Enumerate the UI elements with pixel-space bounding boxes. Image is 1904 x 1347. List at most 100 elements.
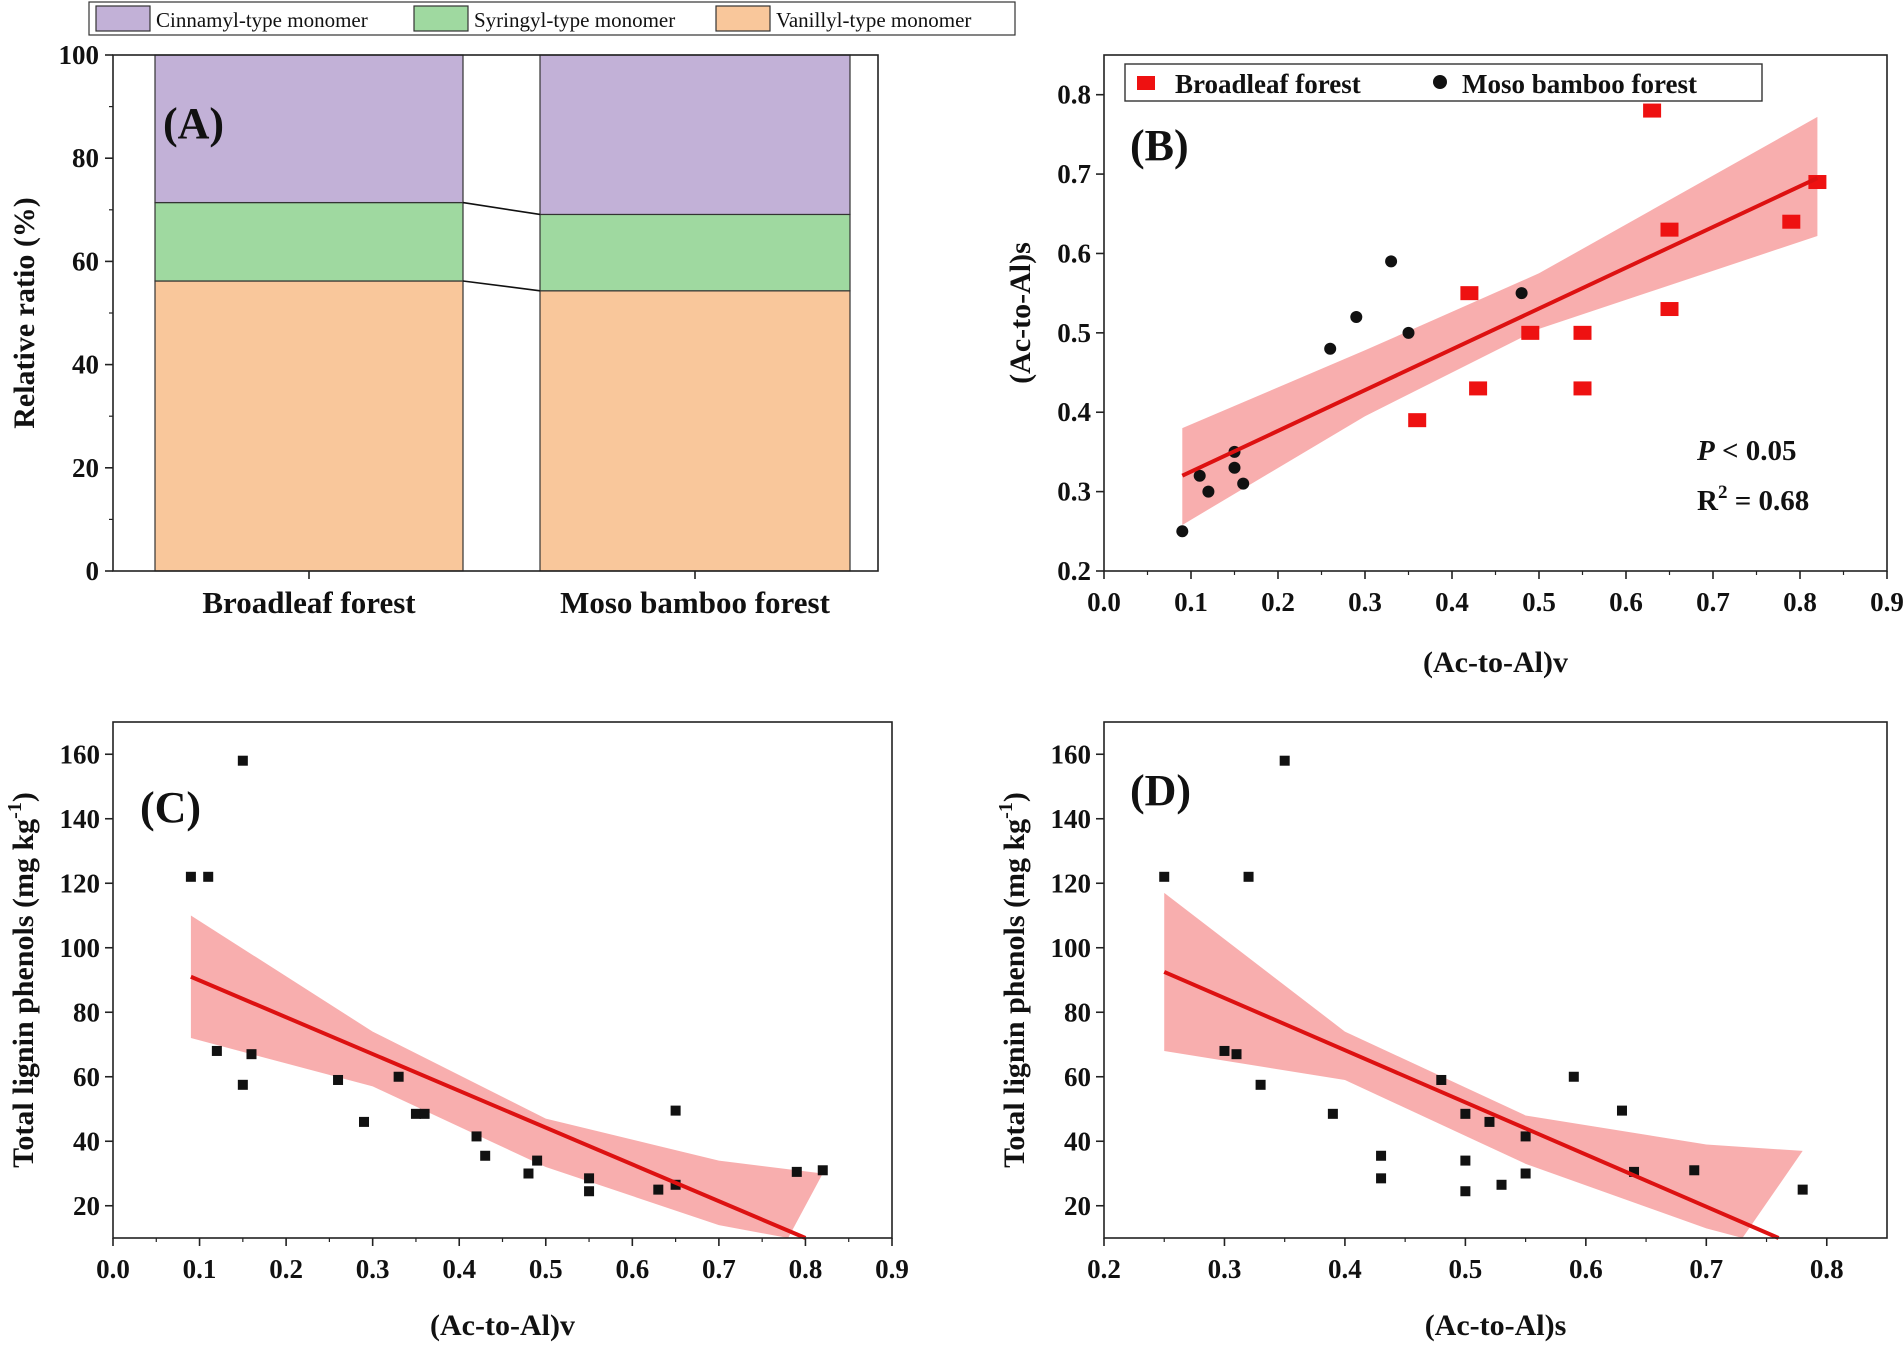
data-point [1460,1108,1471,1119]
fit-line [1181,176,1819,478]
y-tick-label: 0.4 [1057,397,1091,427]
legend-swatch [95,5,151,32]
y-tick-label: 0.6 [1057,238,1091,268]
x-tick-label: 0.6 [1609,587,1643,617]
p-value-text: P < 0.05 [1696,435,1797,467]
data-point [1385,255,1398,268]
y-tick-label: 0.7 [1057,159,1091,189]
data-point [419,1108,430,1119]
x-tick-label: 0.8 [789,1254,823,1284]
x-tick-label: 0.5 [1522,587,1556,617]
data-point [523,1168,534,1179]
legend-label: Broadleaf forest [1175,69,1361,99]
data-point [185,871,196,882]
x-tick-label: 0.4 [1328,1254,1362,1284]
y-tick-label: 60 [72,246,99,276]
y-tick-label: 160 [1051,739,1092,769]
x-tick-label: 0.5 [1449,1254,1483,1284]
plot-frame [1103,721,1888,1239]
legend-swatch [715,5,771,32]
data-point [246,1049,257,1060]
y-tick-label: 40 [72,350,99,380]
legend-label: Syringyl-type monomer [474,8,675,32]
data-point [1515,287,1528,300]
confidence-band [190,915,823,1238]
r-squared-text: R2 = 0.68 [1697,482,1809,517]
data-point [1228,461,1241,474]
data-point [1460,1155,1471,1166]
y-tick-label: 20 [1064,1191,1091,1221]
panel-a: 0 20 40 60 80 100 Broadleaf forest Moso bamboo … [8,1,1016,620]
data-point [1231,1049,1242,1060]
legend-label: Moso bamboo forest [1462,69,1697,99]
legend-marker [1433,75,1447,89]
data-point [1408,413,1427,428]
y-axis-title: Relative ratio (%) [8,197,41,429]
y-axis-title: (Ac-to-Al)s [1004,242,1037,384]
x-tick-label: 0.2 [1087,1254,1121,1284]
data-point [393,1071,404,1082]
data-point [359,1116,370,1127]
bar-connector-line [462,201,541,216]
x-tick-label: 0.7 [1696,587,1730,617]
x-tick-label: 0.3 [356,1254,390,1284]
data-point [653,1184,664,1195]
x-tick-label: 0.0 [96,1254,130,1284]
bar-syringyl-type-monomer-2 [539,213,851,292]
data-point [1573,325,1592,340]
legend-frame [1124,63,1763,102]
x-tick-label: 0.7 [1689,1254,1723,1284]
bar-syringyl-type-monomer-1 [154,201,464,282]
data-point [1660,302,1679,317]
y-tick-label: 60 [1064,1062,1091,1092]
y-axis-title: Total lignin phenols (mg kg-1) [4,792,40,1168]
y-tick-label: 80 [1064,997,1091,1027]
data-point [1255,1079,1266,1090]
data-point [1376,1173,1387,1184]
data-point [1176,525,1189,538]
legend-frame [88,1,1016,36]
data-point [1689,1165,1700,1176]
x-tick-label: 0.9 [1870,587,1904,617]
panel-b: 0.0 0.1 0.2 0.3 0.4 0.5 0.6 0.7 0.8 0.9 0.2 0.3 0.4 0… [1004,54,1904,679]
data-point [333,1074,344,1085]
bar-vanillyl-type-monomer-1 [154,280,464,572]
x-tick-label: 0.2 [1261,587,1295,617]
data-point [1460,1186,1471,1197]
data-point [1782,214,1801,229]
data-point [1436,1074,1447,1085]
panel-label: (B) [1130,121,1189,170]
y-tick-label: 0 [86,556,100,586]
data-point [1643,103,1662,118]
y-tick-label: 160 [60,739,101,769]
y-tick-label: 120 [60,868,101,898]
y-tick-label: 0.8 [1057,80,1091,110]
panel-c: 0.0 0.1 0.2 0.3 0.4 0.5 0.6 0.7 0.8 0.9 20 40 60 80 10… [4,721,909,1342]
x-tick-label: 0.7 [702,1254,736,1284]
data-point [1324,342,1337,355]
data-point [211,1045,222,1056]
x-tick-label: 0.6 [1569,1254,1603,1284]
data-point [1202,485,1215,498]
x-tick-label: 0.3 [1348,587,1382,617]
data-point [584,1186,595,1197]
data-point [1568,1071,1579,1082]
data-point [480,1150,491,1161]
x-tick-label: 0.5 [529,1254,563,1284]
data-point [532,1155,543,1166]
y-tick-label: 120 [1051,868,1092,898]
y-tick-label: 80 [73,997,100,1027]
data-point [203,871,214,882]
y-tick-label: 80 [72,143,99,173]
x-tick-label: 0.1 [1174,587,1208,617]
x-axis-title: (Ac-to-Al)s [1425,1309,1567,1342]
x-tick-label: 0.3 [1208,1254,1242,1284]
y-tick-label: 0.2 [1057,556,1091,586]
category-label: Moso bamboo forest [560,585,830,620]
legend-label: Vanillyl-type monomer [776,8,971,32]
data-point [1629,1166,1640,1177]
data-point [1660,222,1679,237]
y-tick-label: 60 [73,1062,100,1092]
legend-b: Broadleaf forest Moso bamboo forest [1124,63,1763,102]
